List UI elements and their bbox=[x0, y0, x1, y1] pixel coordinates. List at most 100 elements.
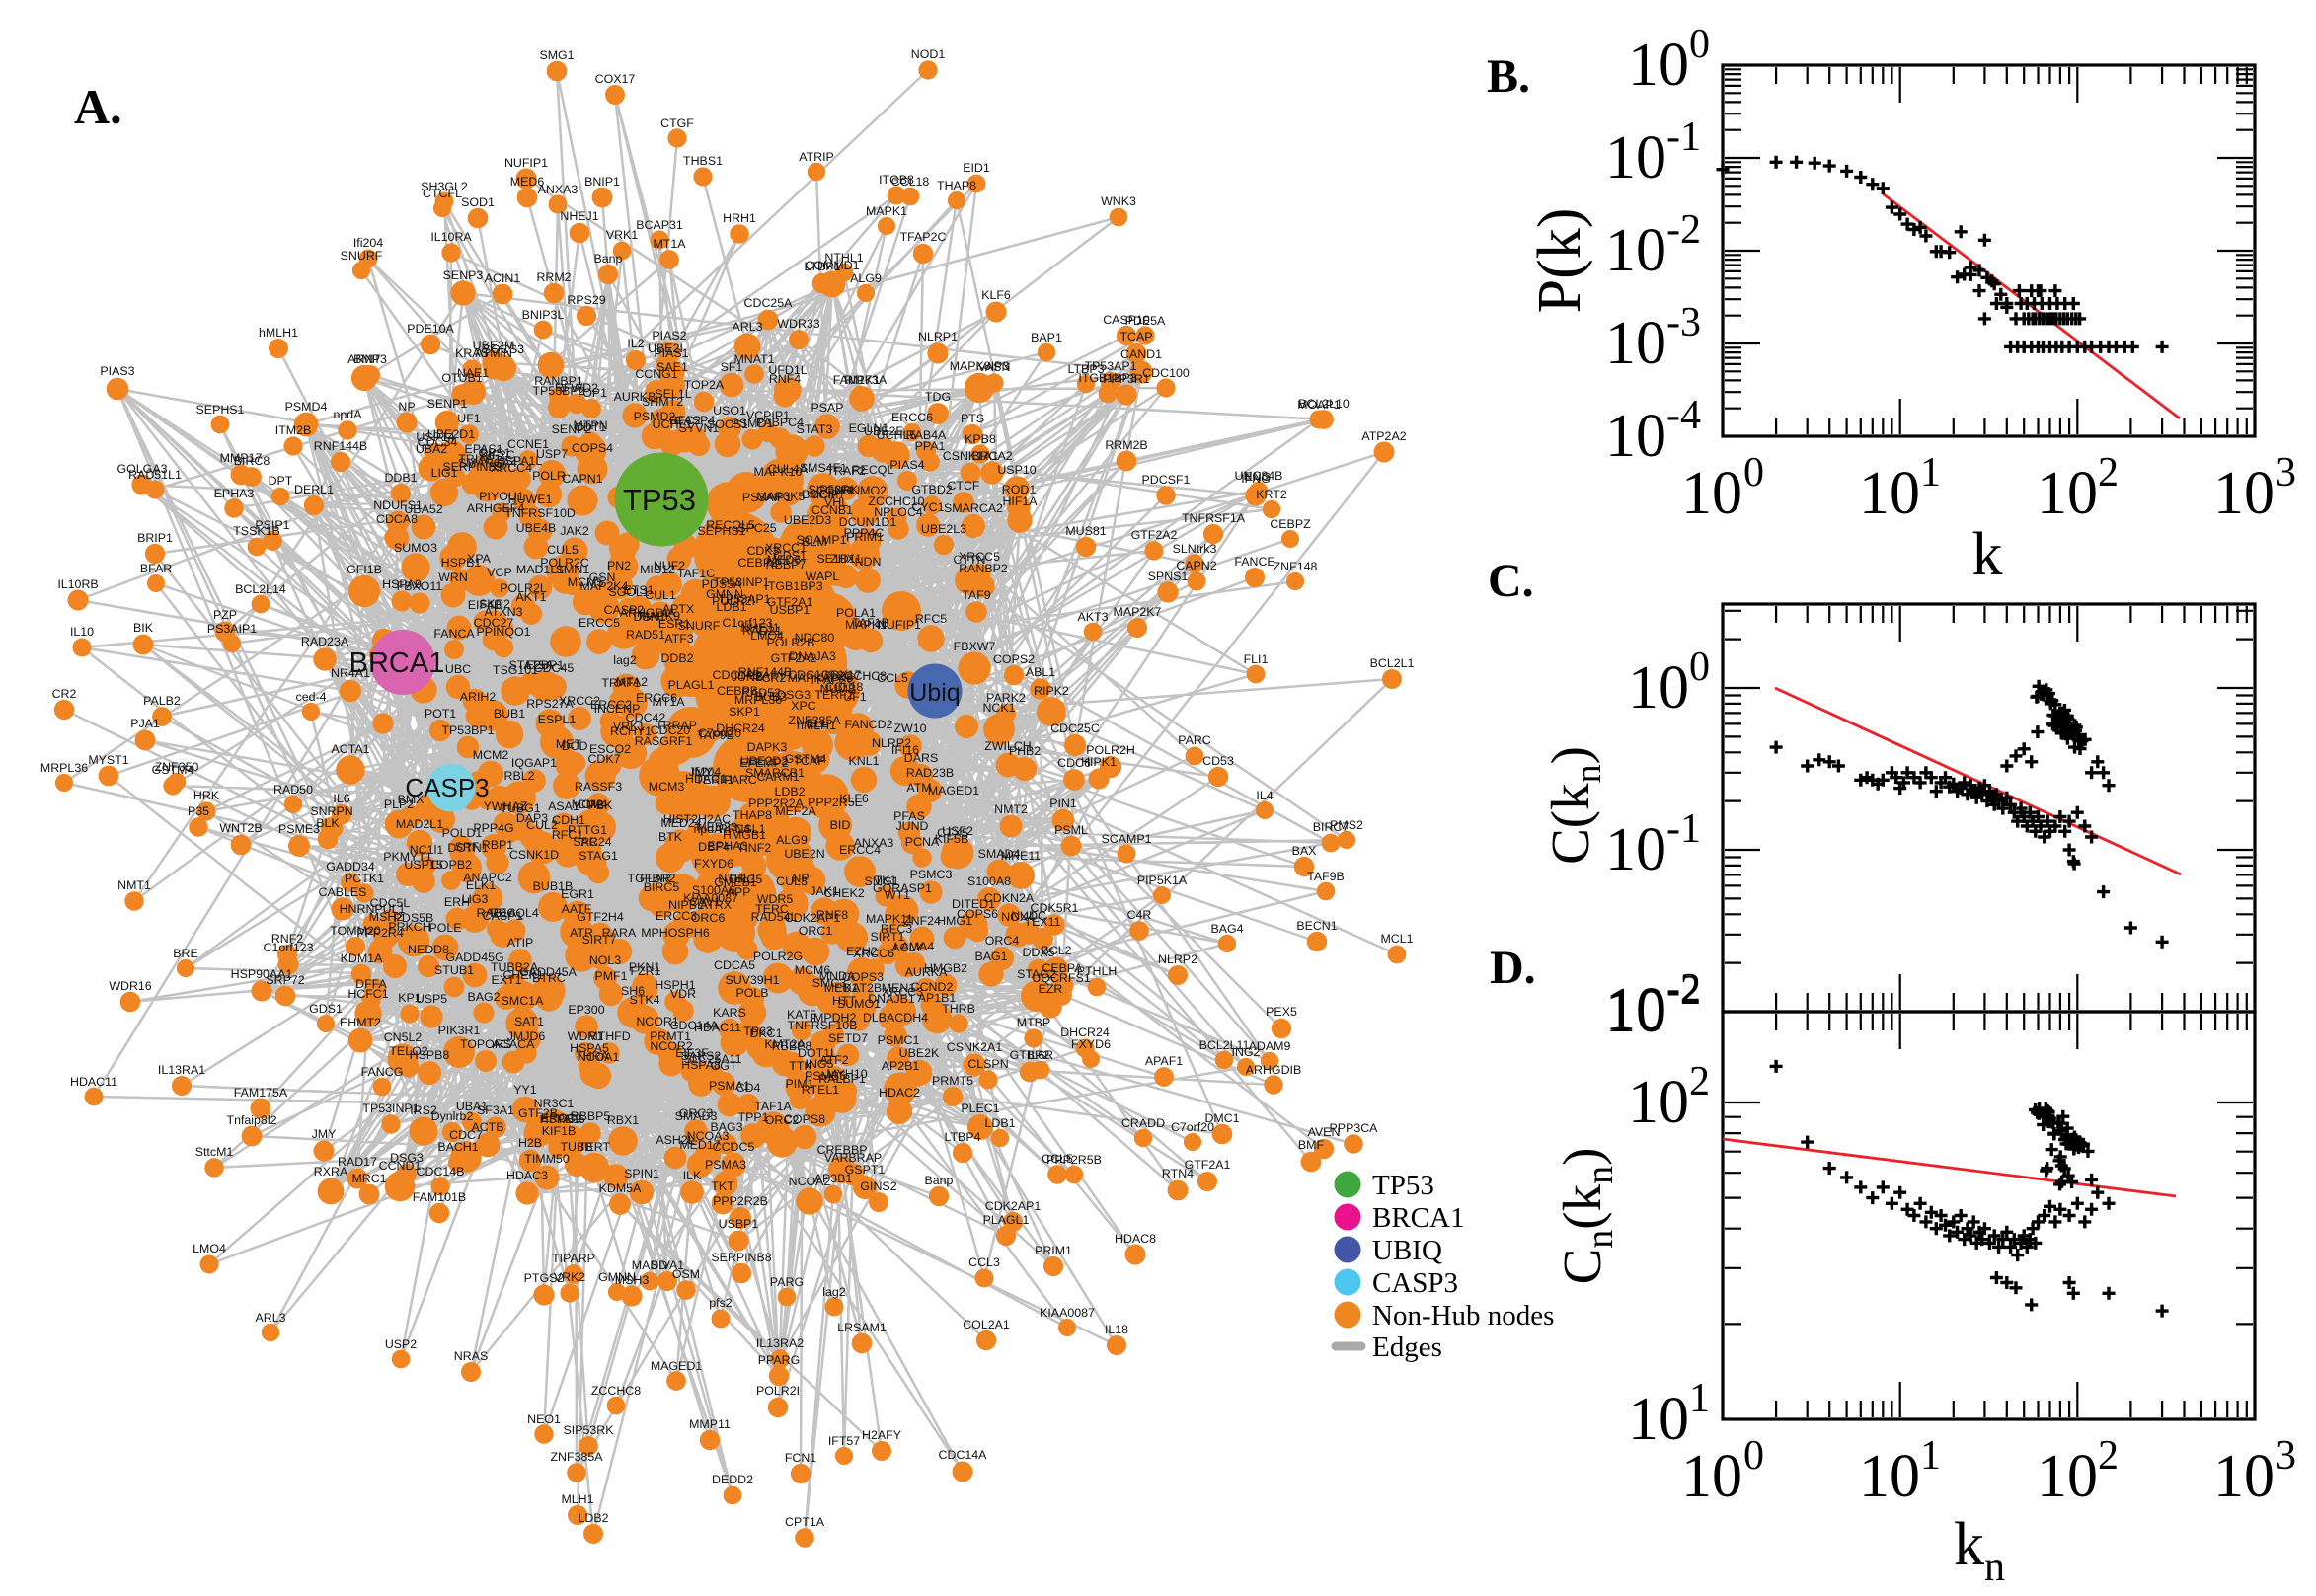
svg-text:MAPK1: MAPK1 bbox=[866, 204, 907, 218]
svg-text:PARC: PARC bbox=[724, 773, 757, 787]
svg-text:RRM2B: RRM2B bbox=[1105, 438, 1147, 452]
svg-text:HSPA8: HSPA8 bbox=[681, 1058, 721, 1072]
svg-text:ARL3: ARL3 bbox=[256, 1311, 286, 1325]
svg-text:ced-4: ced-4 bbox=[296, 690, 327, 704]
svg-text:SAT1: SAT1 bbox=[514, 1015, 544, 1028]
svg-text:KDM1A: KDM1A bbox=[341, 951, 383, 965]
svg-text:DERL1: DERL1 bbox=[294, 483, 334, 496]
svg-text:BAG3: BAG3 bbox=[710, 1120, 742, 1134]
svg-text:PSML: PSML bbox=[1054, 823, 1088, 837]
svg-text:MET: MET bbox=[556, 737, 582, 751]
svg-text:IL10RB: IL10RB bbox=[57, 577, 98, 591]
svg-text:GSPT1: GSPT1 bbox=[845, 1163, 886, 1177]
svg-text:LRSAM1: LRSAM1 bbox=[837, 1321, 887, 1334]
svg-text:CDCA5: CDCA5 bbox=[714, 958, 755, 972]
svg-text:3: 3 bbox=[2276, 1433, 2296, 1479]
svg-text:DLBACDH4: DLBACDH4 bbox=[863, 1011, 928, 1025]
svg-text:EID1: EID1 bbox=[963, 161, 990, 175]
svg-text:BCL2L11: BCL2L11 bbox=[1199, 1038, 1250, 1052]
svg-text:FXYD6: FXYD6 bbox=[694, 857, 733, 871]
svg-text:PTGS2: PTGS2 bbox=[524, 1271, 565, 1285]
svg-text:MYST1: MYST1 bbox=[88, 753, 128, 767]
svg-text:CDC25C: CDC25C bbox=[1050, 722, 1100, 735]
svg-text:CHEK1: CHEK1 bbox=[502, 968, 543, 982]
svg-text:NC1l1: NC1l1 bbox=[410, 843, 444, 857]
svg-text:Edges: Edges bbox=[1372, 1331, 1442, 1363]
svg-text:RBX1: RBX1 bbox=[607, 1113, 639, 1127]
svg-text:TUBG1: TUBG1 bbox=[500, 801, 540, 815]
svg-text:HDAC11: HDAC11 bbox=[694, 1021, 741, 1034]
svg-text:SAE1: SAE1 bbox=[656, 360, 688, 374]
svg-text:RECQL: RECQL bbox=[852, 463, 894, 477]
svg-text:STUB1: STUB1 bbox=[434, 963, 474, 977]
svg-text:RIPK2: RIPK2 bbox=[1034, 684, 1069, 698]
svg-text:TP53INP1: TP53INP1 bbox=[713, 575, 769, 589]
svg-text:AR: AR bbox=[580, 835, 597, 849]
svg-text:10: 10 bbox=[2213, 1443, 2275, 1510]
svg-text:EHMT2: EHMT2 bbox=[340, 1016, 381, 1029]
svg-text:RRM2: RRM2 bbox=[536, 270, 571, 284]
svg-text:HDAC2: HDAC2 bbox=[879, 1086, 920, 1100]
svg-text:Cn(kn): Cn(kn) bbox=[1552, 1148, 1621, 1285]
svg-text:SIVA1: SIVA1 bbox=[651, 1258, 684, 1272]
svg-text:MAP2K7: MAP2K7 bbox=[1114, 605, 1162, 619]
svg-text:10: 10 bbox=[1605, 976, 1666, 1043]
svg-text:SttcM1: SttcM1 bbox=[195, 1145, 234, 1159]
svg-text:POLB: POLB bbox=[735, 986, 768, 1000]
svg-text:GSTM4: GSTM4 bbox=[785, 752, 827, 766]
svg-text:CASP3: CASP3 bbox=[405, 773, 489, 802]
svg-text:RBBP5: RBBP5 bbox=[571, 1109, 611, 1123]
svg-text:ORC2: ORC2 bbox=[765, 1113, 800, 1127]
svg-text:PIM1: PIM1 bbox=[786, 1077, 814, 1091]
svg-text:CDC5L: CDC5L bbox=[370, 896, 411, 910]
svg-text:DNAJB1: DNAJB1 bbox=[868, 992, 915, 1006]
svg-text:COPS4: COPS4 bbox=[572, 441, 613, 455]
svg-text:Dynlrb2: Dynlrb2 bbox=[431, 1109, 474, 1123]
svg-text:MAGED1: MAGED1 bbox=[928, 784, 979, 798]
svg-text:ACTA1: ACTA1 bbox=[331, 742, 369, 756]
svg-text:SMARCA2: SMARCA2 bbox=[944, 501, 1003, 515]
svg-text:ZW10: ZW10 bbox=[893, 722, 926, 735]
svg-text:SIP53RK: SIP53RK bbox=[564, 1423, 615, 1437]
svg-text:THBS1: THBS1 bbox=[683, 154, 723, 168]
svg-text:DMC1: DMC1 bbox=[1204, 1111, 1239, 1125]
svg-text:WRN: WRN bbox=[438, 570, 468, 584]
svg-text:BAG2: BAG2 bbox=[467, 990, 500, 1004]
svg-text:HSPA5: HSPA5 bbox=[570, 1041, 609, 1055]
svg-text:LDB1: LDB1 bbox=[985, 1116, 1016, 1130]
svg-text:DDB1: DDB1 bbox=[384, 471, 417, 485]
svg-text:BAP1: BAP1 bbox=[1031, 331, 1062, 344]
svg-text:ARHGEF4: ARHGEF4 bbox=[467, 501, 525, 515]
svg-text:GOLGA3: GOLGA3 bbox=[117, 462, 168, 476]
svg-text:PMF1: PMF1 bbox=[594, 969, 627, 983]
svg-text:BRIP1: BRIP1 bbox=[137, 531, 173, 545]
svg-text:0: 0 bbox=[1689, 645, 1710, 690]
svg-text:MCM6: MCM6 bbox=[795, 963, 831, 977]
svg-text:VCPIP1: VCPIP1 bbox=[746, 409, 790, 422]
svg-text:STAG1: STAG1 bbox=[579, 849, 618, 863]
svg-text:STAT3: STAT3 bbox=[797, 422, 833, 436]
svg-text:CAPN2: CAPN2 bbox=[1176, 559, 1216, 572]
svg-text:WDR5: WDR5 bbox=[757, 892, 794, 906]
svg-text:KARS: KARS bbox=[713, 1006, 746, 1020]
svg-text:FANCD2: FANCD2 bbox=[845, 718, 893, 731]
svg-text:SUMO3: SUMO3 bbox=[394, 541, 437, 555]
svg-text:RANBP1: RANBP1 bbox=[534, 374, 583, 388]
svg-text:PALB2: PALB2 bbox=[143, 694, 181, 708]
svg-text:POLR2H: POLR2H bbox=[1086, 743, 1135, 757]
svg-text:NOL3: NOL3 bbox=[589, 953, 621, 967]
svg-text:SIRT7: SIRT7 bbox=[582, 933, 617, 947]
svg-text:-3: -3 bbox=[1666, 300, 1701, 345]
svg-text:RASSF3: RASSF3 bbox=[575, 780, 622, 794]
svg-text:HTT: HTT bbox=[832, 994, 857, 1008]
svg-text:PPP2R2B: PPP2R2B bbox=[713, 1194, 768, 1208]
svg-text:CDC20: CDC20 bbox=[651, 723, 691, 737]
svg-text:CTGF: CTGF bbox=[660, 116, 694, 130]
svg-text:MCM2: MCM2 bbox=[473, 748, 509, 762]
svg-text:10: 10 bbox=[1605, 816, 1666, 883]
svg-text:10: 10 bbox=[1605, 310, 1666, 377]
svg-text:MAPK10: MAPK10 bbox=[754, 465, 803, 479]
svg-text:ARIH2: ARIH2 bbox=[460, 690, 497, 704]
svg-text:ANXA3: ANXA3 bbox=[538, 183, 579, 196]
svg-text:C4R: C4R bbox=[1127, 908, 1152, 922]
